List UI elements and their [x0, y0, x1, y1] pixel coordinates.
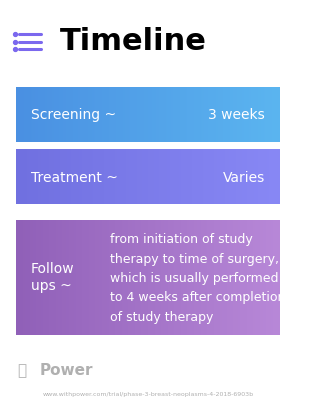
FancyBboxPatch shape [11, 213, 285, 343]
FancyBboxPatch shape [11, 81, 285, 149]
Text: Follow: Follow [31, 261, 74, 275]
Text: therapy to time of surgery,: therapy to time of surgery, [110, 252, 279, 265]
Text: ⛨: ⛨ [17, 362, 27, 377]
Text: Treatment ~: Treatment ~ [31, 171, 117, 184]
Text: to 4 weeks after completion: to 4 weeks after completion [110, 291, 285, 304]
FancyBboxPatch shape [11, 143, 285, 212]
Text: 3 weeks: 3 weeks [208, 108, 265, 122]
Text: www.withpower.com/trial/phase-3-breast-neoplasms-4-2018-6903b: www.withpower.com/trial/phase-3-breast-n… [42, 391, 253, 396]
Text: Timeline: Timeline [60, 27, 207, 56]
Text: Power: Power [39, 362, 93, 377]
Text: Screening ~: Screening ~ [31, 108, 116, 122]
Text: of study therapy: of study therapy [110, 310, 213, 323]
Text: Varies: Varies [223, 171, 265, 184]
Text: ups ~: ups ~ [31, 278, 71, 292]
Text: which is usually performed 3: which is usually performed 3 [110, 271, 290, 284]
Text: from initiation of study: from initiation of study [110, 233, 252, 246]
